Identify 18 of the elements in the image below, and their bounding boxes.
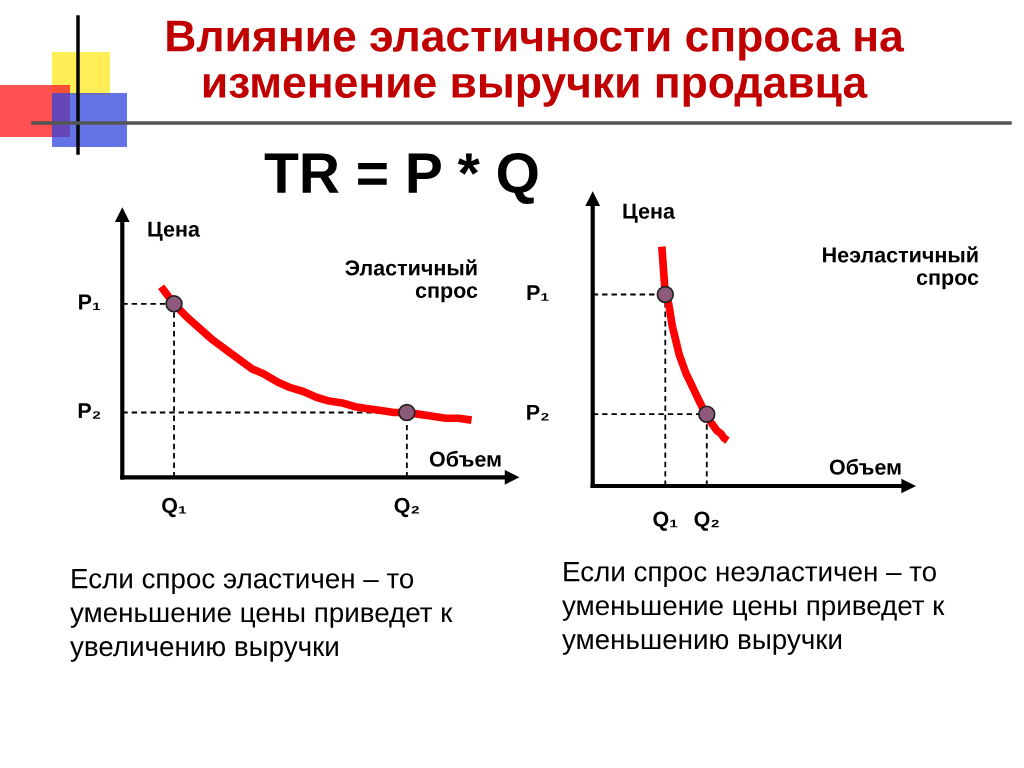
- x-axis-title: Объем: [829, 458, 901, 475]
- x-tick-label: Q₂: [394, 497, 419, 518]
- text: Если спрос эластичен – то уменьшение цены приведет к увеличению выручки: [70, 569, 453, 662]
- x-axis-title: Объем: [429, 450, 501, 467]
- series-label: P₂: [78, 403, 101, 419]
- x-tick-label: Q₁: [162, 497, 187, 518]
- y-axis-title: Цена: [148, 221, 201, 241]
- x-tick-label: Q₁: [653, 511, 678, 531]
- chart-title: Влияние эластичности спроса на изменение выручки продавца: [167, 20, 905, 107]
- text: Неэластичный спрос: [823, 246, 979, 290]
- series-label: P₁: [79, 294, 101, 311]
- text: P₂: [527, 404, 549, 421]
- text: Если спрос неэластичен – то уменьшение цены приведет к уменьшению выручки: [562, 562, 945, 655]
- text: P₁: [527, 285, 549, 301]
- chart-subtitle: TR = P * Q: [264, 152, 538, 204]
- annotation: Эластичный спрос: [345, 259, 478, 303]
- x-tick-label: Q₂: [694, 511, 719, 531]
- y-axis-title: Цена: [623, 203, 676, 223]
